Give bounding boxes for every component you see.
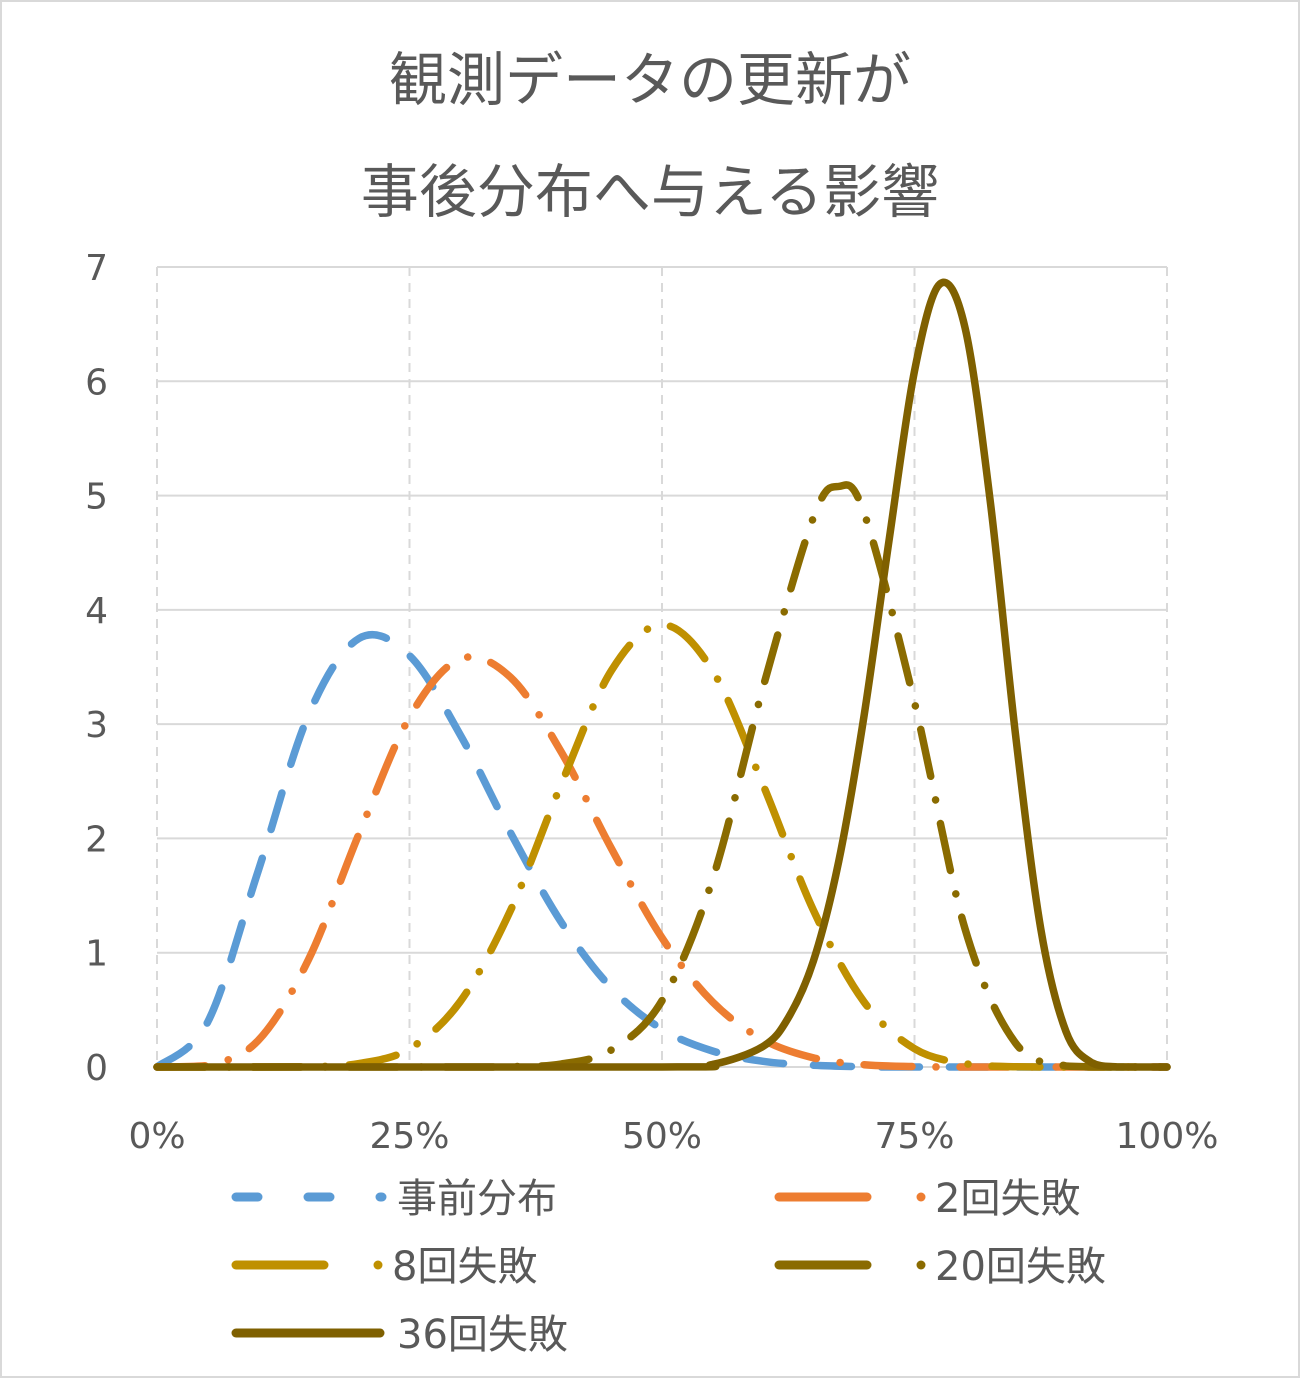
series-line-0 <box>153 630 1171 1071</box>
legend-swatch-dot <box>916 1192 926 1202</box>
y-tick-label: 4 <box>85 591 108 632</box>
x-tick-label: 25% <box>369 1116 449 1157</box>
legend-label: 事前分布 <box>397 1176 557 1222</box>
gridlines <box>156 266 1168 1068</box>
y-tick-label: 7 <box>85 248 108 289</box>
legend-label: 8回失敗 <box>392 1244 537 1290</box>
legend-item: 20回失敗 <box>774 1244 1106 1290</box>
y-tick-label: 3 <box>85 705 108 746</box>
legend: 事前分布 2回失敗 8回失敗 20回失敗 36回失敗 <box>231 1176 1106 1358</box>
y-tick-label: 6 <box>85 362 108 403</box>
y-tick-label: 2 <box>85 819 108 860</box>
series-line-1 <box>153 653 1171 1071</box>
x-tick-label: 100% <box>1116 1116 1219 1157</box>
legend-item: 2回失敗 <box>774 1176 1080 1222</box>
legend-item: 36回失敗 <box>231 1312 568 1358</box>
series-line-4 <box>153 278 1171 1071</box>
legend-label: 2回失敗 <box>935 1176 1080 1222</box>
legend-label: 36回失敗 <box>397 1312 568 1358</box>
y-tick-label: 1 <box>85 934 108 975</box>
x-tick-label: 75% <box>874 1116 954 1157</box>
x-tick-label: 50% <box>622 1116 702 1157</box>
chart-title-line-1: 観測データの更新が <box>389 46 911 114</box>
y-tick-label: 5 <box>85 477 108 518</box>
series-line-2 <box>153 620 1171 1071</box>
x-axis-ticks: 0% 25% 50% 75% 100% <box>128 1116 1218 1157</box>
y-tick-label: 0 <box>85 1048 108 1089</box>
chart-title-line-2: 事後分布へ与える影響 <box>361 158 939 226</box>
legend-swatch-dot <box>916 1260 926 1270</box>
legend-label: 20回失敗 <box>935 1244 1106 1290</box>
x-tick-label: 0% <box>128 1116 185 1157</box>
legend-item: 8回失敗 <box>231 1244 537 1290</box>
legend-item: 事前分布 <box>231 1176 557 1222</box>
series-lines <box>153 278 1171 1071</box>
legend-swatch-dot <box>373 1260 383 1270</box>
y-axis-ticks: 0 1 2 3 4 5 6 7 <box>85 248 108 1089</box>
